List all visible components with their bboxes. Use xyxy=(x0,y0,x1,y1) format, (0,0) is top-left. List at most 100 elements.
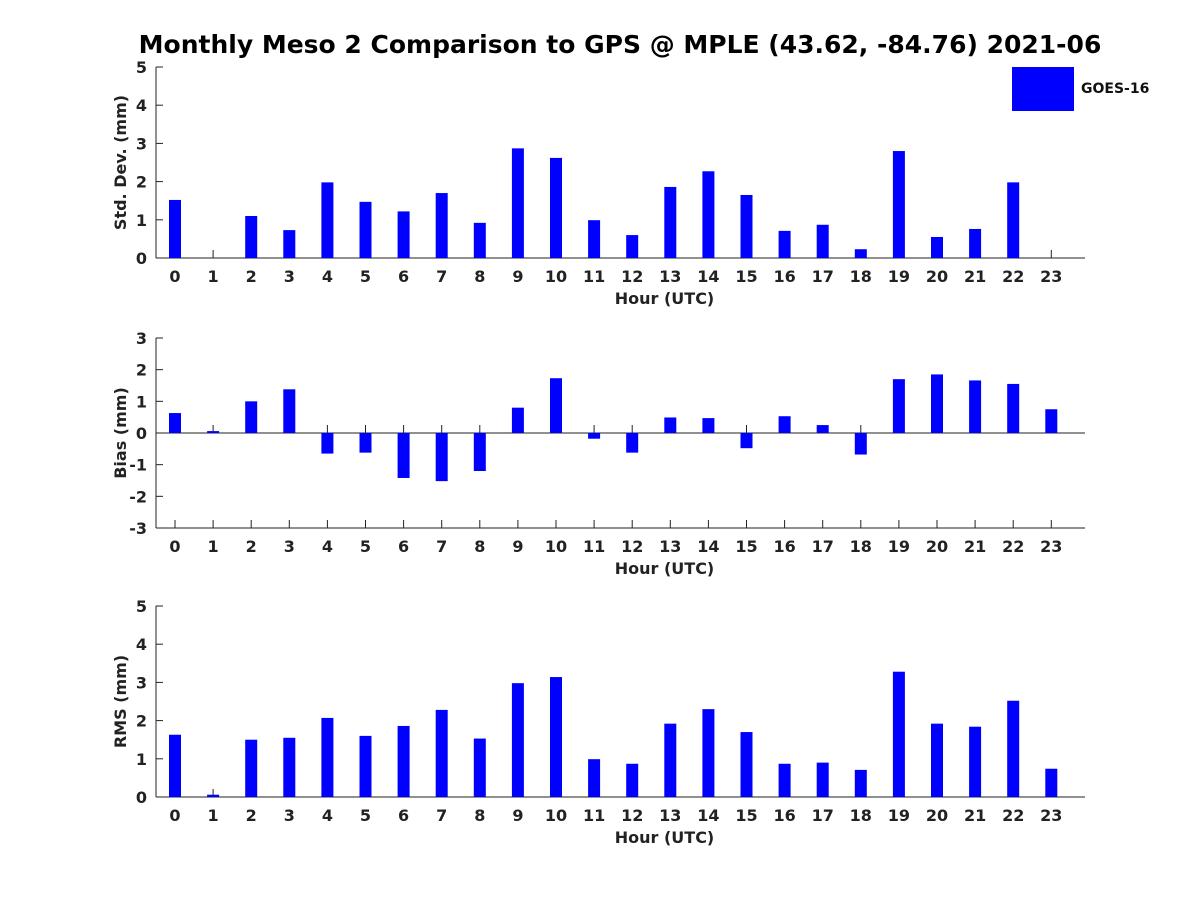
x-tick-label: 15 xyxy=(735,537,757,556)
bar-hour-18 xyxy=(854,249,867,258)
x-tick-label: 6 xyxy=(398,267,409,286)
bar-hour-17 xyxy=(816,762,829,797)
bar-hour-11 xyxy=(588,220,601,258)
x-tick-label: 14 xyxy=(697,806,719,825)
x-tick-label: 14 xyxy=(697,267,719,286)
x-tick-label: 0 xyxy=(169,267,180,286)
y-tick-label: -1 xyxy=(129,456,147,475)
x-tick-label: 11 xyxy=(583,806,605,825)
x-tick-label: 19 xyxy=(888,267,910,286)
x-axis-label: Hour (UTC) xyxy=(615,289,715,308)
bar-hour-6 xyxy=(397,725,410,797)
bar-hour-10 xyxy=(550,677,562,797)
x-tick-label: 9 xyxy=(512,537,523,556)
bar-hour-19 xyxy=(892,671,905,797)
x-tick-label: 0 xyxy=(169,806,180,825)
x-tick-label: 3 xyxy=(284,537,295,556)
x-tick-label: 20 xyxy=(926,537,948,556)
bar-hour-21 xyxy=(969,228,982,258)
x-tick-label: 23 xyxy=(1040,806,1062,825)
bar-hour-21 xyxy=(969,726,982,797)
x-tick-label: 21 xyxy=(964,806,986,825)
x-tick-label: 18 xyxy=(850,267,872,286)
x-tick-label: 7 xyxy=(436,806,447,825)
x-tick-label: 21 xyxy=(964,537,986,556)
x-tick-label: 22 xyxy=(1002,537,1024,556)
bar-hour-0 xyxy=(169,413,181,433)
x-tick-label: 5 xyxy=(360,537,371,556)
x-tick-label: 1 xyxy=(208,806,219,825)
bar-hour-1 xyxy=(207,794,220,797)
bar-hour-16 xyxy=(778,230,791,258)
x-tick-label: 3 xyxy=(284,806,295,825)
x-tick-label: 2 xyxy=(246,267,257,286)
x-tick-label: 12 xyxy=(621,537,643,556)
bar-hour-5 xyxy=(359,433,372,453)
bar-hour-3 xyxy=(283,389,296,433)
bar-hour-10 xyxy=(550,378,562,433)
x-tick-label: 7 xyxy=(436,537,447,556)
x-tick-label: 6 xyxy=(398,806,409,825)
y-tick-label: 2 xyxy=(136,173,147,192)
x-tick-label: 23 xyxy=(1040,537,1062,556)
x-tick-label: 22 xyxy=(1002,806,1024,825)
y-tick-label: 4 xyxy=(136,96,147,115)
bar-hour-16 xyxy=(778,763,791,797)
y-tick-label: 5 xyxy=(136,597,147,616)
y-tick-label: 1 xyxy=(136,392,147,411)
bar-hour-5 xyxy=(359,201,372,258)
y-axis-label: Std. Dev. (mm) xyxy=(111,95,130,230)
bar-hour-1 xyxy=(207,431,220,433)
x-tick-label: 15 xyxy=(735,267,757,286)
x-tick-label: 9 xyxy=(512,267,523,286)
bar-hour-20 xyxy=(931,723,943,797)
y-tick-label: 0 xyxy=(136,788,147,807)
x-tick-label: 4 xyxy=(322,267,333,286)
y-tick-label: 2 xyxy=(136,361,147,380)
x-tick-label: 5 xyxy=(360,267,371,286)
bar-hour-10 xyxy=(550,157,562,258)
x-tick-label: 21 xyxy=(964,267,986,286)
y-tick-label: 3 xyxy=(136,673,147,692)
x-tick-label: 7 xyxy=(436,267,447,286)
x-tick-label: 9 xyxy=(512,806,523,825)
y-tick-label: 3 xyxy=(136,329,147,348)
bar-hour-4 xyxy=(321,433,334,454)
bar-hour-14 xyxy=(702,709,715,797)
bar-hour-13 xyxy=(664,417,677,433)
y-tick-label: 0 xyxy=(136,424,147,443)
x-tick-label: 12 xyxy=(621,806,643,825)
bar-hour-0 xyxy=(169,199,181,258)
bar-hour-2 xyxy=(245,401,258,433)
x-tick-label: 11 xyxy=(583,537,605,556)
x-axis-label: Hour (UTC) xyxy=(615,828,715,847)
bar-hour-3 xyxy=(283,230,296,258)
y-tick-label: 5 xyxy=(136,58,147,77)
x-tick-label: 20 xyxy=(926,267,948,286)
y-axis-label: RMS (mm) xyxy=(111,655,130,748)
x-tick-label: 16 xyxy=(773,537,795,556)
x-tick-label: 6 xyxy=(398,537,409,556)
bar-hour-21 xyxy=(969,380,982,433)
bar-hour-8 xyxy=(473,222,486,258)
x-tick-label: 22 xyxy=(1002,267,1024,286)
x-tick-label: 8 xyxy=(474,267,485,286)
bar-hour-7 xyxy=(435,709,448,797)
x-tick-label: 17 xyxy=(812,806,834,825)
x-tick-label: 4 xyxy=(322,537,333,556)
bar-hour-20 xyxy=(931,236,943,258)
bar-hour-14 xyxy=(702,418,715,433)
bar-hour-20 xyxy=(931,374,943,433)
bar-hour-13 xyxy=(664,186,677,258)
x-tick-label: 20 xyxy=(926,806,948,825)
y-tick-label: -2 xyxy=(129,487,147,506)
x-tick-label: 17 xyxy=(812,267,834,286)
bar-hour-22 xyxy=(1007,182,1020,258)
y-tick-label: 3 xyxy=(136,134,147,153)
bar-hour-15 xyxy=(740,433,753,449)
x-tick-label: 4 xyxy=(322,806,333,825)
bar-hour-0 xyxy=(169,734,181,797)
